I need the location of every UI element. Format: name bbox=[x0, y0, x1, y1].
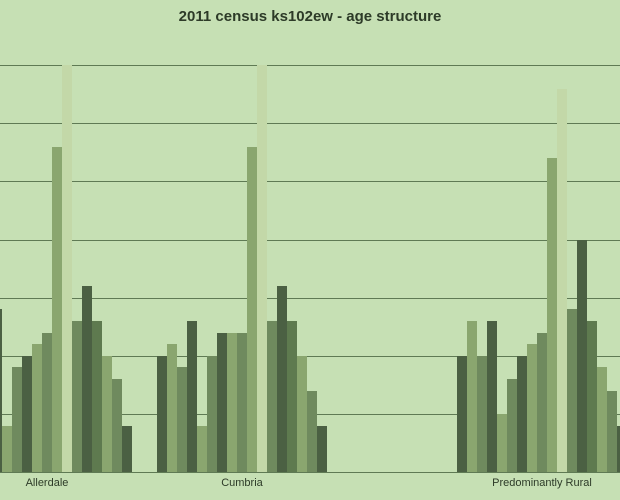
bar bbox=[62, 65, 72, 472]
bar bbox=[22, 356, 32, 472]
bar bbox=[197, 426, 207, 472]
bar bbox=[547, 158, 557, 472]
bar bbox=[487, 321, 497, 472]
bar bbox=[297, 356, 307, 472]
bar bbox=[2, 426, 12, 472]
bar bbox=[157, 356, 167, 472]
bar bbox=[317, 426, 327, 472]
bar bbox=[577, 240, 587, 472]
bar-series bbox=[0, 42, 620, 472]
bar bbox=[207, 356, 217, 472]
bar bbox=[497, 414, 507, 472]
x-axis-label: Cumbria bbox=[221, 477, 263, 489]
bar bbox=[557, 89, 567, 473]
bar bbox=[567, 309, 577, 472]
bar bbox=[457, 356, 467, 472]
bar bbox=[597, 367, 607, 472]
bar bbox=[257, 65, 267, 472]
bar bbox=[277, 286, 287, 472]
bar bbox=[467, 321, 477, 472]
bar bbox=[237, 333, 247, 472]
bar bbox=[92, 321, 102, 472]
age-structure-chart: 2011 census ks102ew - age structure Alle… bbox=[0, 0, 620, 500]
x-axis-label: Predominantly Rural bbox=[492, 477, 592, 489]
bar bbox=[247, 147, 257, 472]
bar bbox=[607, 391, 617, 472]
bar bbox=[477, 356, 487, 472]
bar bbox=[187, 321, 197, 472]
chart-title: 2011 census ks102ew - age structure bbox=[0, 8, 620, 25]
bar bbox=[177, 367, 187, 472]
x-axis-line bbox=[0, 472, 620, 473]
bar bbox=[82, 286, 92, 472]
bar bbox=[72, 321, 82, 472]
bar bbox=[167, 344, 177, 472]
bar bbox=[217, 333, 227, 472]
bar bbox=[112, 379, 122, 472]
bar bbox=[12, 367, 22, 472]
plot-area bbox=[0, 42, 620, 472]
bar bbox=[507, 379, 517, 472]
bar bbox=[227, 333, 237, 472]
bar bbox=[32, 344, 42, 472]
bar bbox=[517, 356, 527, 472]
x-axis-label: Allerdale bbox=[26, 477, 69, 489]
bar bbox=[267, 321, 277, 472]
bar bbox=[307, 391, 317, 472]
bar bbox=[587, 321, 597, 472]
bar bbox=[122, 426, 132, 472]
bar bbox=[527, 344, 537, 472]
bar bbox=[52, 147, 62, 472]
bar bbox=[42, 333, 52, 472]
bar bbox=[102, 356, 112, 472]
bar bbox=[287, 321, 297, 472]
bar bbox=[537, 333, 547, 472]
